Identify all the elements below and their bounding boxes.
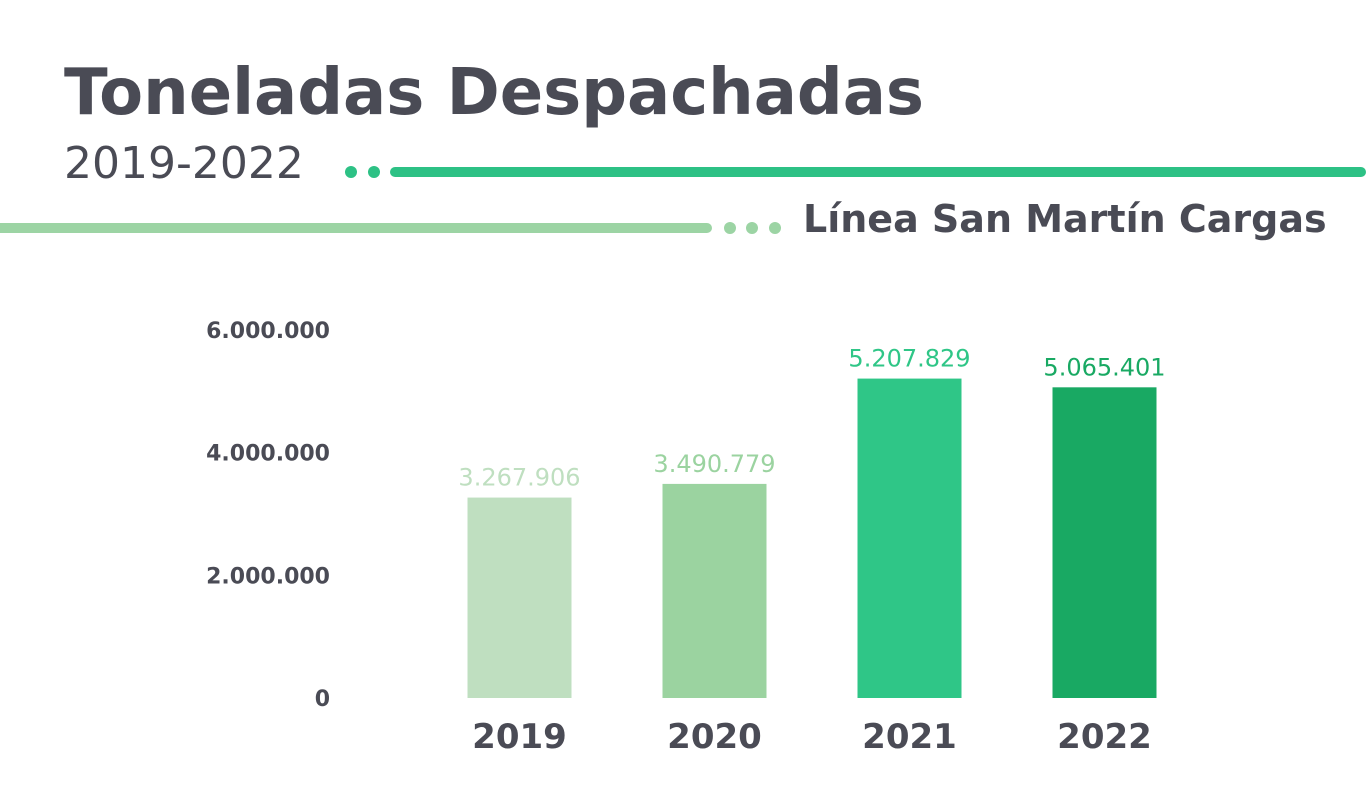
chart-caption: Línea San Martín Cargas (803, 197, 1327, 241)
chart-subtitle: 2019-2022 (64, 138, 304, 189)
chart-title: Toneladas Despachadas (64, 56, 924, 130)
y-tick-label: 6.000.000 (206, 319, 330, 344)
y-tick-label: 4.000.000 (206, 442, 330, 467)
bar (662, 483, 767, 698)
bar (857, 378, 962, 698)
x-tick-label: 2021 (862, 717, 957, 757)
decor-line-bottom (0, 222, 781, 234)
value-label: 5.065.401 (1043, 353, 1165, 381)
y-tick-label: 0 (315, 687, 330, 712)
bar (467, 497, 572, 698)
bar (1052, 387, 1157, 698)
x-tick-label: 2020 (667, 717, 762, 757)
x-tick-label: 2022 (1057, 717, 1152, 757)
value-label: 3.490.779 (653, 450, 775, 478)
decor-line-top (345, 166, 1366, 178)
value-label: 3.267.906 (458, 464, 580, 492)
y-tick-label: 2.000.000 (206, 564, 330, 589)
value-label: 5.207.829 (848, 345, 970, 373)
x-tick-label: 2019 (472, 717, 567, 757)
